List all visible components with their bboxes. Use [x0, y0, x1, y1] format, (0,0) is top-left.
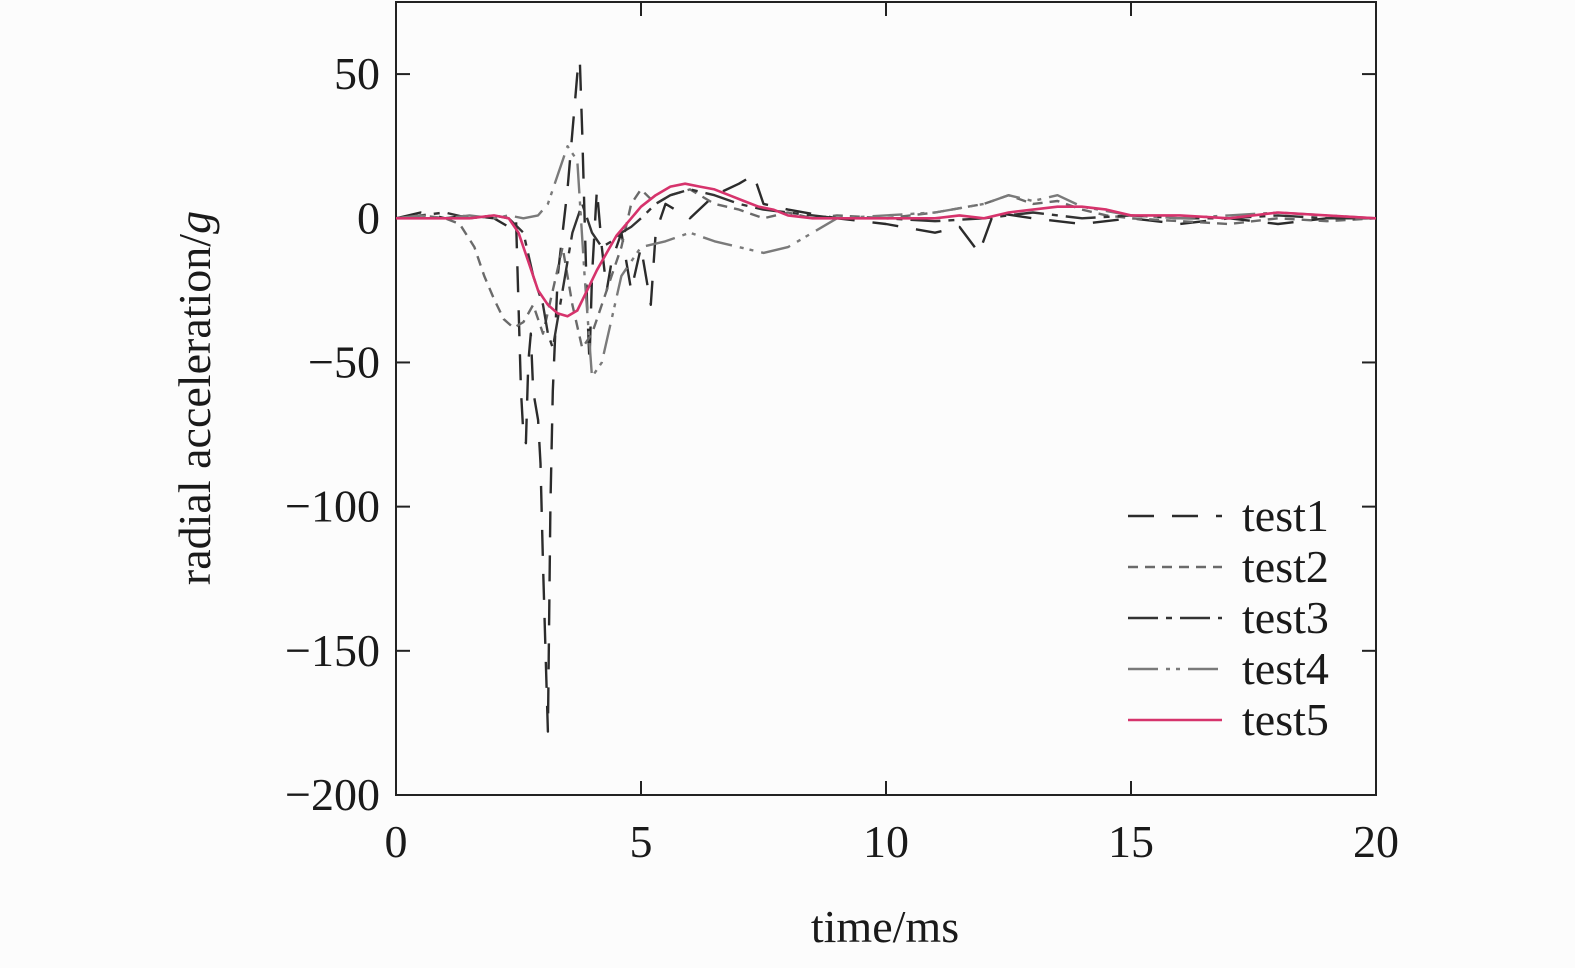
x-tick-label: 15	[1108, 816, 1154, 867]
x-tick-labels: 0 5 10 15 20	[385, 816, 1400, 867]
y-tick-label: −50	[308, 336, 380, 387]
y-tick-label: 50	[334, 48, 380, 99]
series-line-test4	[396, 144, 1376, 379]
plot-frame	[395, 1, 1377, 796]
x-tick-label: 20	[1353, 816, 1399, 867]
x-axis-label: time/ms	[811, 901, 959, 952]
series-group	[396, 58, 1376, 733]
legend-label-test4: test4	[1242, 643, 1329, 694]
series-line-test3	[396, 188, 1376, 350]
x-tick-label: 5	[630, 816, 653, 867]
y-tick-label: −100	[285, 481, 380, 532]
y-axis-label: radial acceleration/g	[169, 211, 220, 585]
series-line-test5	[396, 182, 1376, 318]
y-tick-label: −200	[285, 769, 380, 820]
series-line-test2	[396, 188, 1376, 350]
x-tick-label: 10	[863, 816, 909, 867]
legend-label-test2: test2	[1242, 541, 1329, 592]
legend-label-test5: test5	[1242, 694, 1329, 745]
axis-ticks	[395, 2, 1377, 796]
y-axis-label-unit: g	[169, 211, 220, 234]
x-tick-label: 0	[385, 816, 408, 867]
y-tick-labels: 50 0 −50 −100 −150 −200	[285, 48, 380, 820]
y-tick-label: −150	[285, 625, 380, 676]
legend-label-test3: test3	[1242, 592, 1329, 643]
y-tick-label: 0	[357, 192, 380, 243]
y-axis-label-text: radial acceleration/	[169, 234, 220, 585]
legend-label-test1: test1	[1242, 490, 1329, 541]
series-line-test1	[396, 58, 1376, 733]
